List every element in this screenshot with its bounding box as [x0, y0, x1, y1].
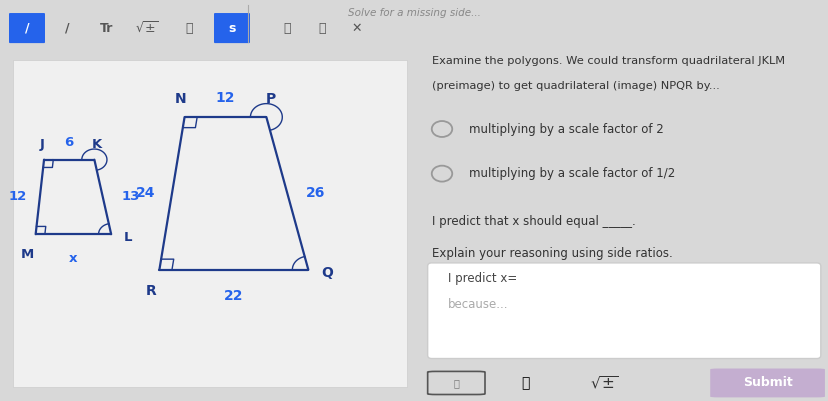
Text: /: / [65, 22, 70, 34]
FancyBboxPatch shape [12, 60, 407, 387]
Text: P: P [265, 93, 276, 106]
Text: 12: 12 [215, 91, 235, 105]
Text: I predict that x should equal _____.: I predict that x should equal _____. [431, 215, 635, 228]
Text: 26: 26 [306, 186, 325, 200]
Text: x: x [69, 252, 78, 265]
FancyBboxPatch shape [214, 13, 250, 43]
Text: R: R [146, 284, 156, 298]
Text: 🎤: 🎤 [521, 376, 529, 390]
Text: K: K [91, 138, 102, 151]
Text: 12: 12 [9, 190, 27, 203]
Text: L: L [123, 231, 132, 244]
Text: Submit: Submit [742, 377, 792, 389]
Text: because...: because... [448, 298, 508, 311]
Text: Explain your reasoning using side ratios.: Explain your reasoning using side ratios… [431, 247, 672, 260]
Text: 13: 13 [122, 190, 140, 203]
Text: s: s [228, 22, 235, 34]
Text: multiplying by a scale factor of 1/2: multiplying by a scale factor of 1/2 [468, 167, 674, 180]
Text: ⬛: ⬛ [453, 378, 459, 388]
Text: 🖊: 🖊 [185, 22, 193, 34]
Text: ⌢: ⌢ [318, 22, 325, 34]
Text: /: / [25, 22, 29, 34]
Text: Tr: Tr [100, 22, 113, 34]
Text: I predict x=: I predict x= [448, 272, 517, 286]
Text: $\sqrt{\pm}$: $\sqrt{\pm}$ [589, 375, 617, 391]
Text: Q: Q [320, 266, 332, 280]
Text: (preimage) to get quadrilateral (image) NPQR by...: (preimage) to get quadrilateral (image) … [431, 81, 719, 91]
Text: ⌢: ⌢ [283, 22, 291, 34]
Text: 6: 6 [65, 136, 74, 149]
FancyBboxPatch shape [427, 263, 820, 358]
Text: M: M [21, 248, 34, 261]
Text: Examine the polygons. We could transform quadrilateral JKLM: Examine the polygons. We could transform… [431, 56, 784, 66]
Text: Solve for a missing side...: Solve for a missing side... [347, 8, 480, 18]
Text: multiplying by a scale factor of 2: multiplying by a scale factor of 2 [468, 122, 662, 136]
FancyBboxPatch shape [710, 369, 824, 397]
Text: $\sqrt{\pm}$: $\sqrt{\pm}$ [135, 20, 159, 36]
Text: 22: 22 [224, 289, 243, 303]
FancyBboxPatch shape [9, 13, 45, 43]
Text: J: J [40, 138, 45, 151]
Text: N: N [175, 93, 186, 106]
Text: 24: 24 [136, 186, 155, 200]
Text: ✕: ✕ [351, 22, 362, 34]
